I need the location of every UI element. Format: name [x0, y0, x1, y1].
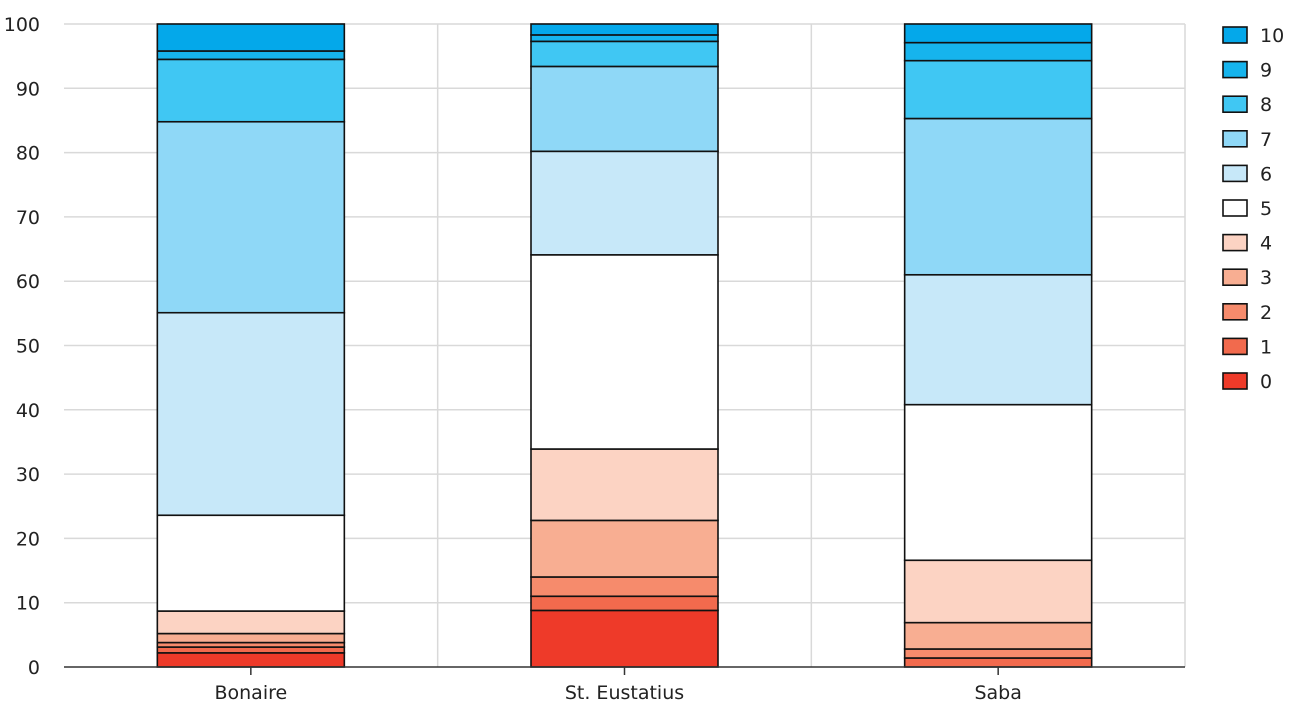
legend-swatch — [1222, 164, 1248, 183]
x-tick-label: Bonaire — [214, 682, 287, 704]
legend-label: 4 — [1260, 233, 1272, 255]
bar-segment — [156, 120, 346, 314]
y-tick-label: 70 — [16, 207, 40, 229]
legend-label: 7 — [1260, 129, 1272, 151]
y-axis-ticks: 0 10 20 30 40 50 60 70 80 90 100 — [4, 14, 40, 679]
legend-label: 5 — [1260, 198, 1272, 220]
legend-swatch — [1222, 26, 1248, 44]
bar-segment — [903, 621, 1093, 650]
legend-label: 9 — [1260, 60, 1272, 82]
x-tick-label: Saba — [974, 682, 1021, 704]
bar-segment — [156, 610, 346, 635]
bar-segment — [903, 23, 1093, 44]
bar-segment — [530, 576, 719, 598]
bar-segment — [530, 254, 719, 450]
y-tick-label: 0 — [28, 657, 40, 679]
y-tick-label: 90 — [16, 78, 40, 100]
bar-segment — [530, 609, 719, 668]
bar-segment — [530, 34, 719, 43]
legend-swatch — [1222, 60, 1248, 79]
bar-segment — [530, 65, 719, 153]
bar-segment — [156, 646, 346, 654]
legend-label: 2 — [1260, 302, 1272, 324]
legend-swatch — [1222, 268, 1248, 287]
legend-swatch — [1222, 233, 1248, 252]
legend-swatch — [1222, 95, 1248, 113]
legend-swatch — [1222, 130, 1248, 148]
legend-label: 6 — [1260, 163, 1272, 185]
bar-segment — [156, 632, 346, 644]
bars — [156, 23, 1093, 668]
legend-swatch — [1222, 372, 1248, 390]
y-tick-label: 30 — [16, 464, 40, 486]
bar-segment — [530, 448, 719, 522]
y-tick-label: 10 — [16, 593, 40, 615]
bar-segment — [530, 519, 719, 578]
bar-segment — [530, 40, 719, 68]
bar-segment — [903, 403, 1093, 562]
x-tick-label: St. Eustatius — [565, 682, 684, 704]
bar-segment — [530, 23, 719, 36]
legend-label: 3 — [1260, 267, 1272, 289]
legend-label: 1 — [1260, 336, 1272, 358]
y-tick-label: 60 — [16, 271, 40, 293]
y-tick-label: 50 — [16, 336, 40, 358]
bar-segment — [156, 652, 346, 668]
legend-label: 0 — [1260, 371, 1272, 393]
bar-segment — [903, 273, 1093, 406]
bar-segment — [156, 311, 346, 517]
legend-swatch — [1222, 199, 1248, 217]
bar-segment — [903, 559, 1093, 624]
bar-segment — [903, 59, 1093, 120]
x-axis-ticks: Bonaire St. Eustatius Saba — [214, 667, 1022, 704]
bar-segment — [903, 648, 1093, 659]
legend-label: 8 — [1260, 94, 1272, 116]
y-tick-label: 100 — [4, 14, 40, 36]
legend-label: 10 — [1260, 25, 1284, 47]
bar-segment — [156, 23, 346, 52]
bar-segment — [156, 58, 346, 123]
bar-segment — [530, 150, 719, 256]
bar-segment — [903, 117, 1093, 276]
bar-segment — [903, 41, 1093, 62]
legend-swatch — [1222, 302, 1248, 321]
y-tick-label: 20 — [16, 528, 40, 550]
bar-segment — [530, 595, 719, 612]
bar-segment — [156, 514, 346, 612]
bar-segment — [156, 50, 346, 61]
y-tick-label: 80 — [16, 143, 40, 165]
bar-segment — [903, 657, 1093, 668]
y-tick-label: 40 — [16, 400, 40, 422]
legend-swatch — [1222, 337, 1248, 356]
